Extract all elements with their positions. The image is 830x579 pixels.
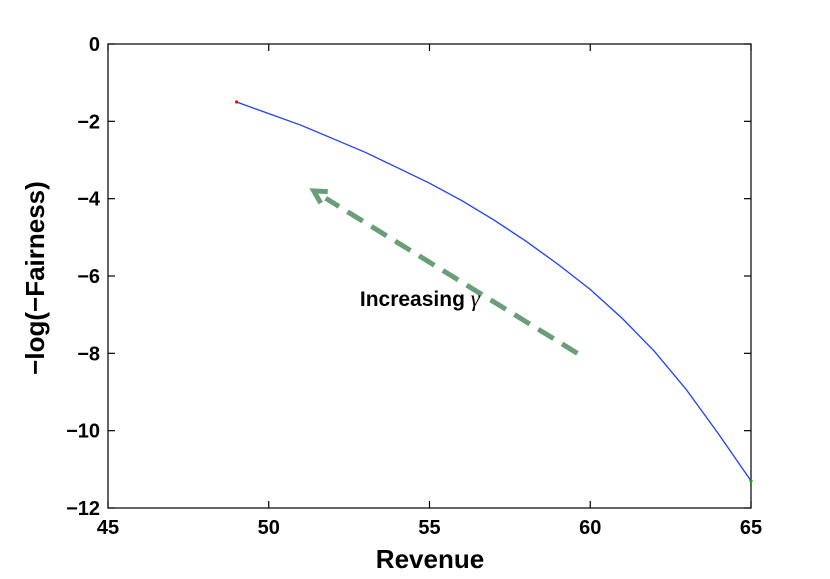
y-tick-label: −8 [77, 343, 100, 365]
annotation-label: Increasing [360, 288, 471, 311]
y-tick-label: −10 [66, 421, 100, 443]
x-tick-label: 50 [258, 517, 280, 539]
x-axis-label: Revenue [376, 544, 484, 574]
y-tick-label: −4 [77, 189, 101, 211]
end-point [749, 479, 753, 483]
plot-frame [107, 43, 752, 509]
y-tick-label: 0 [89, 34, 100, 56]
x-tick-label: 60 [579, 517, 601, 539]
annotation-gamma-symbol: γ [471, 286, 481, 311]
annotation-text: Increasing γ [360, 286, 481, 311]
x-tick-label: 55 [418, 517, 440, 539]
x-tick-label: 45 [97, 517, 119, 539]
plot-area: 45 50 55 60 65 0 −2 −4 −6 −8 −10 −12 Increasing γ [66, 34, 762, 539]
annotation-arrow-head [309, 188, 328, 205]
x-tick-label: 65 [740, 517, 762, 539]
y-tick-label: −12 [66, 498, 100, 520]
series-line [236, 101, 752, 482]
y-tick-label: −2 [77, 111, 100, 133]
annotation-arrow-shaft [324, 196, 579, 356]
y-tick-label: −6 [77, 266, 100, 288]
start-point [235, 100, 239, 104]
y-axis-label-group: −log(−Fairness) [20, 181, 50, 375]
y-axis-label: −log(−Fairness) [20, 181, 50, 375]
